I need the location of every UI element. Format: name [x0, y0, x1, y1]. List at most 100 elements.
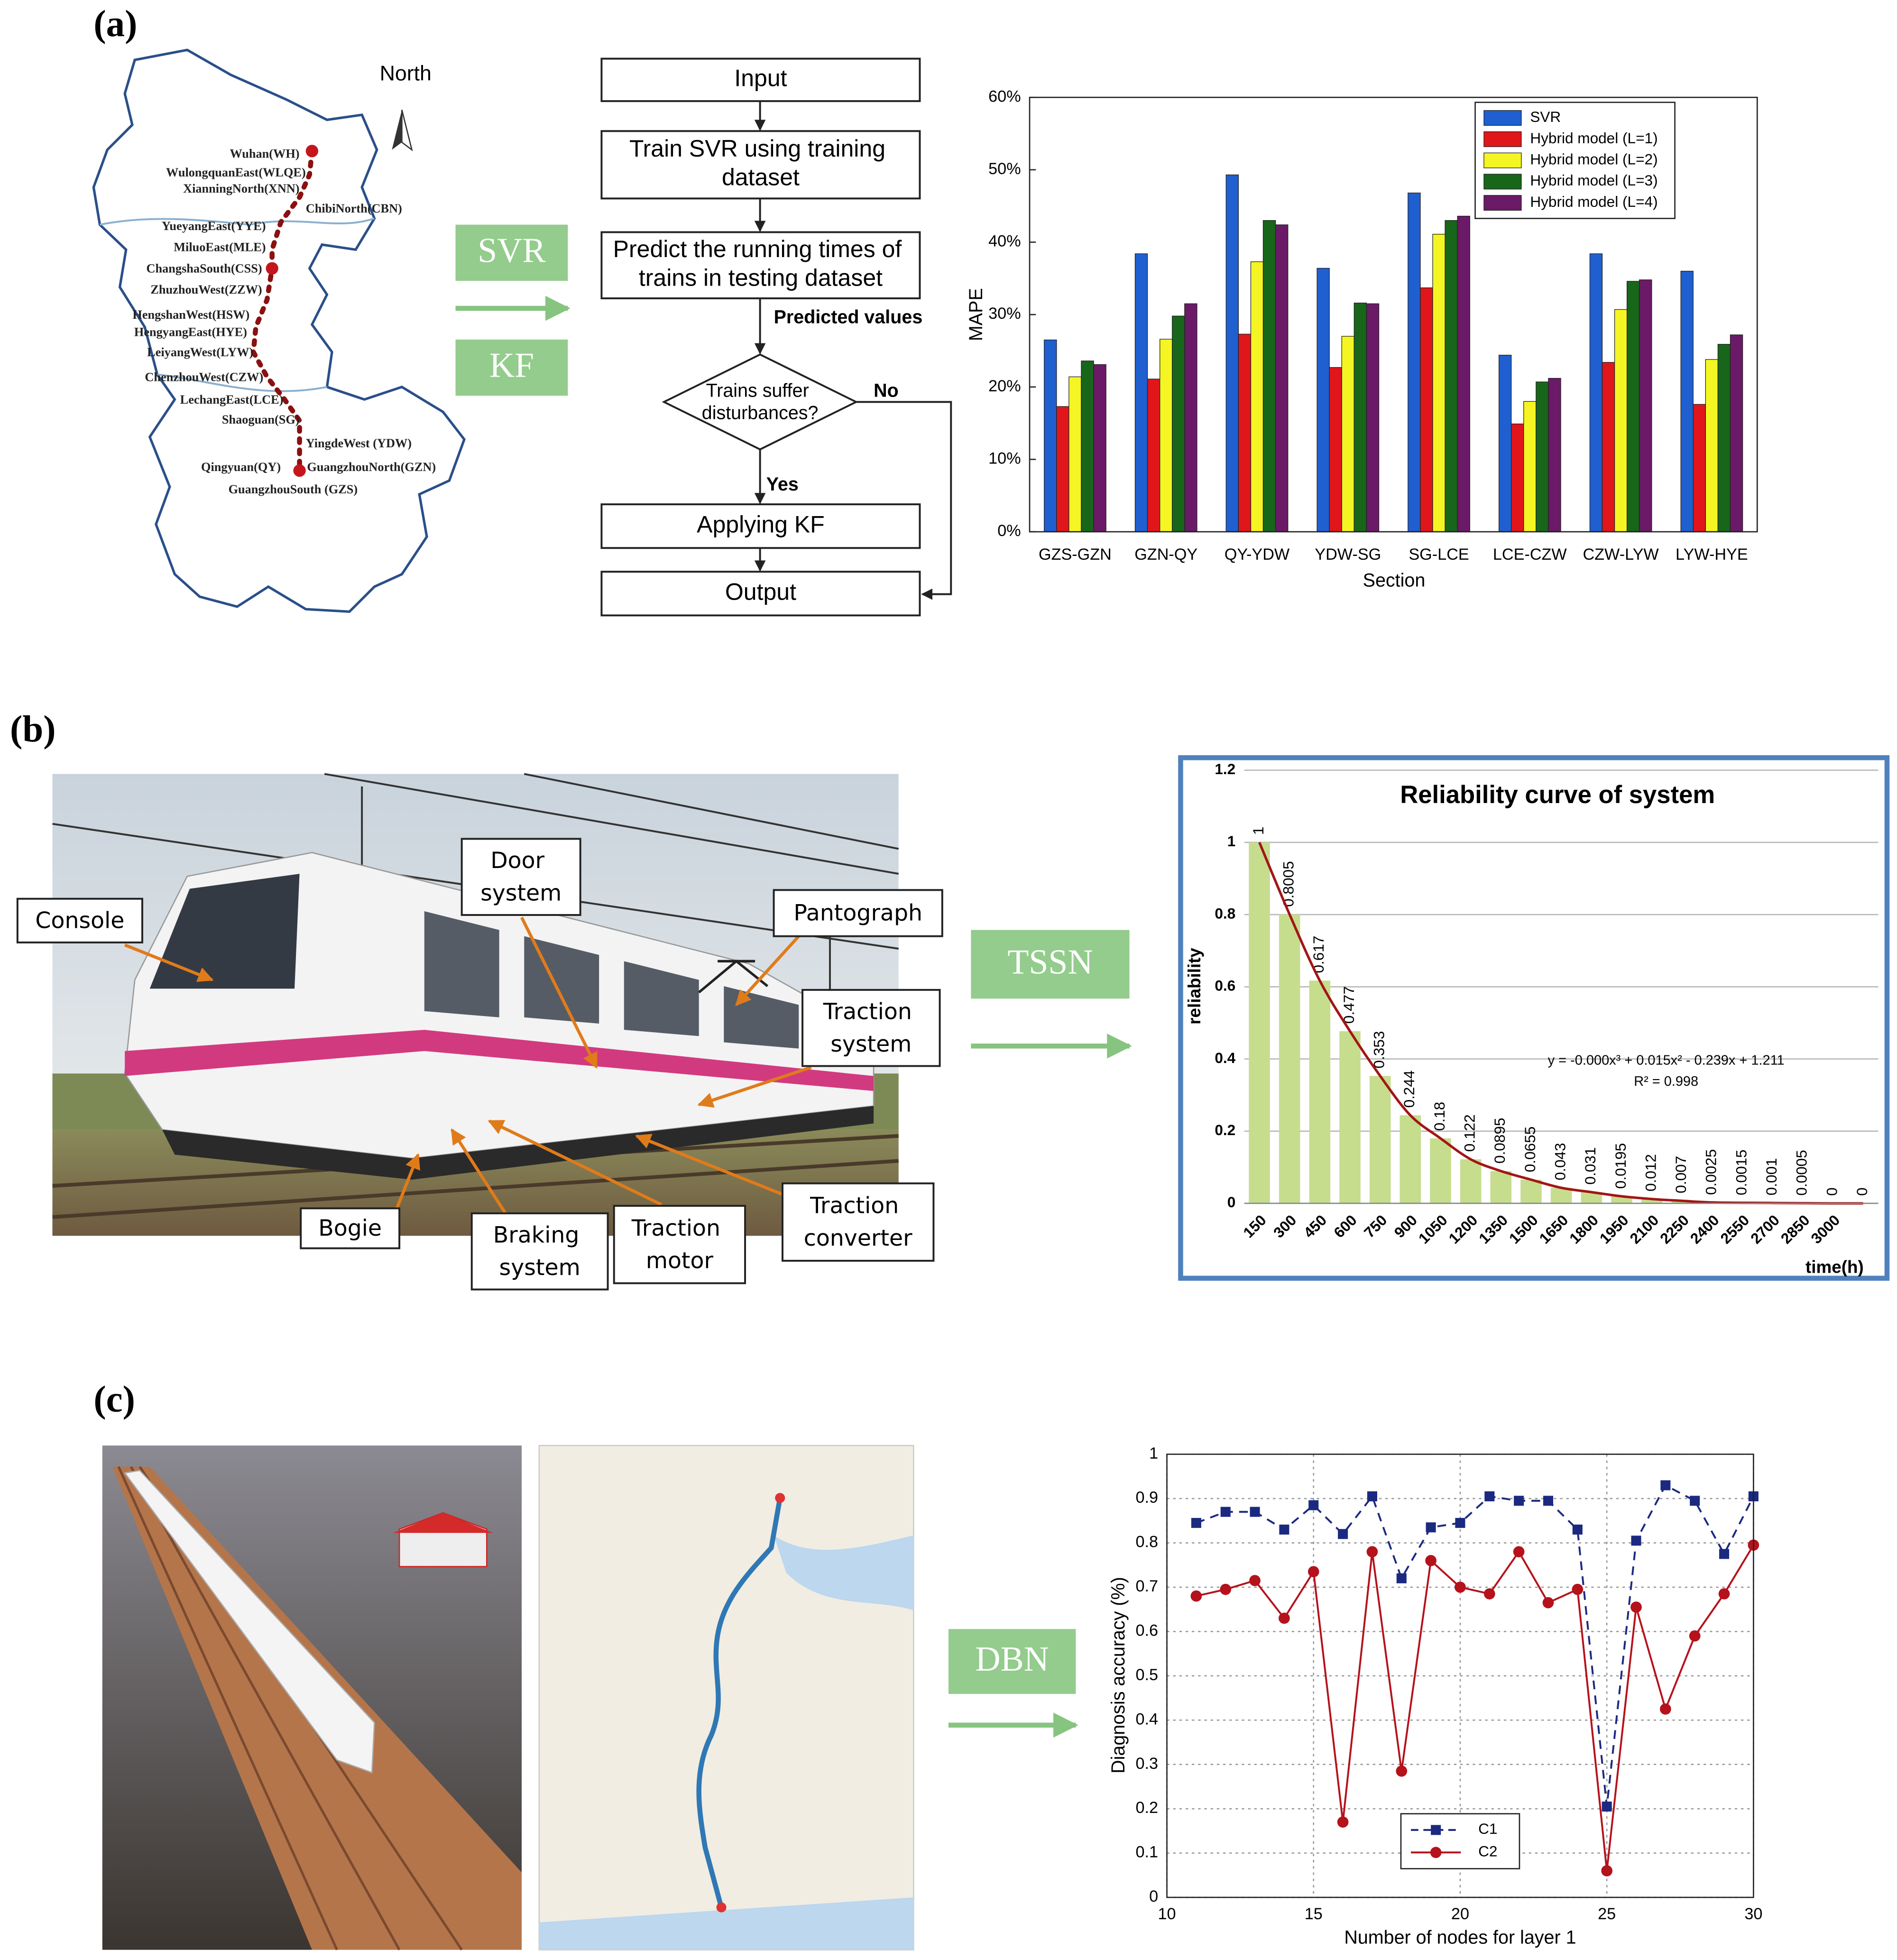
legend-swatch — [1483, 131, 1522, 147]
x-tick-label: GZS-GZN — [1039, 545, 1112, 564]
y-tick-label: 0.6 — [1215, 977, 1235, 994]
bar — [1445, 220, 1458, 532]
text-line: system — [480, 880, 562, 906]
bar — [1671, 1201, 1693, 1203]
point — [1601, 1865, 1612, 1877]
railway-route — [250, 148, 315, 473]
text-line: Braking — [493, 1222, 587, 1248]
map-pin — [716, 1902, 727, 1913]
major-station — [266, 262, 278, 275]
station-label: YueyangEast(YYE) — [162, 219, 266, 233]
data-label: 0.122 — [1461, 1114, 1478, 1152]
data-label: 0.353 — [1370, 1031, 1387, 1068]
y-tick-label: 0.6 — [1136, 1622, 1159, 1640]
plot-frame — [1029, 96, 1758, 533]
text-line: Traction — [631, 1215, 727, 1241]
flow-box — [600, 571, 921, 617]
point — [1249, 1575, 1261, 1586]
flow-arrow — [856, 401, 952, 600]
callout-arrow — [450, 1128, 507, 1214]
legend-box — [1400, 1813, 1520, 1869]
bar — [1317, 268, 1330, 532]
x-tick-label: SG-LCE — [1409, 545, 1469, 564]
y-tick-label: 0.1 — [1136, 1843, 1159, 1861]
flow-box — [600, 503, 921, 549]
bar — [1602, 362, 1615, 532]
legend-label: SVR — [1530, 108, 1561, 125]
point — [1366, 1546, 1378, 1558]
flow-node-label: Trains suffer disturbances? — [702, 380, 819, 424]
method-box — [455, 224, 568, 281]
bar — [1536, 381, 1549, 532]
bar — [1581, 1192, 1602, 1203]
x-axis-title: Number of nodes for layer 1 — [1344, 1927, 1576, 1948]
y-tick-label: 0.2 — [1215, 1121, 1235, 1138]
point — [1396, 1765, 1408, 1777]
data-label: 0.0025 — [1703, 1149, 1720, 1195]
data-label: 1 — [1250, 827, 1267, 835]
callout-arrow — [697, 1065, 812, 1108]
text-line: Predict the running times of — [613, 236, 909, 262]
y-tick-label: 40% — [988, 232, 1021, 250]
callout-label: Traction converter — [804, 1193, 912, 1251]
point — [1483, 1588, 1495, 1599]
map-route — [696, 1497, 783, 1908]
y-axis-title: reliability — [1185, 948, 1204, 1025]
flow-edge-label: No — [874, 380, 899, 401]
station-label: LeiyangWest(LYW) — [147, 345, 253, 359]
text-line: Traction — [823, 999, 919, 1025]
point — [1396, 1573, 1407, 1583]
y-tick-label: 0.8 — [1215, 905, 1235, 922]
data-label: 0.043 — [1551, 1143, 1568, 1180]
text-line: Door — [490, 848, 552, 874]
bar — [1366, 303, 1380, 532]
point — [1572, 1583, 1584, 1595]
point — [1425, 1555, 1437, 1566]
point — [1660, 1480, 1671, 1490]
bar — [1498, 354, 1512, 532]
method-box — [948, 1629, 1076, 1694]
flow-node-label: Input — [734, 65, 787, 92]
y-tick-label: 0.5 — [1136, 1666, 1159, 1684]
legend-swatch — [1483, 110, 1522, 126]
legend-marker — [1431, 1825, 1441, 1835]
x-tick-label: CZW-LYW — [1583, 545, 1659, 564]
data-label: 0.477 — [1340, 986, 1357, 1024]
data-label: 0.0015 — [1732, 1149, 1750, 1195]
point — [1484, 1491, 1495, 1502]
method-box — [455, 339, 568, 396]
data-label: 0.0195 — [1612, 1143, 1629, 1189]
point — [1718, 1588, 1730, 1599]
point — [1543, 1496, 1553, 1506]
bar — [1081, 361, 1094, 532]
bar — [1420, 287, 1433, 532]
callout-label: Traction system — [823, 999, 919, 1057]
point — [1426, 1522, 1436, 1533]
y-tick-label: 0.4 — [1136, 1710, 1159, 1728]
text-line: system — [830, 1031, 912, 1057]
legend-marker — [1430, 1847, 1442, 1858]
bar — [1225, 174, 1239, 532]
bar — [1262, 220, 1276, 532]
point — [1190, 1590, 1202, 1602]
compass-arrow — [401, 110, 413, 152]
method-box — [971, 930, 1130, 999]
x-tick-label: GZN-QY — [1134, 545, 1197, 564]
callout-arrow — [488, 1119, 663, 1206]
bar — [1460, 1159, 1482, 1203]
bar — [1249, 842, 1270, 1203]
point — [1308, 1566, 1319, 1578]
compass-arrow — [392, 110, 402, 150]
y-tick-label: 1 — [1227, 832, 1236, 850]
callout-arrow — [395, 1153, 420, 1209]
x-axis-title: Section — [1363, 570, 1426, 591]
station-label: MiluoEast(MLE) — [174, 240, 266, 254]
point — [1690, 1496, 1700, 1506]
station-label: GuangzhouSouth (GZS) — [229, 482, 358, 496]
legend-swatch — [1483, 174, 1522, 190]
callout-label: Pantograph — [793, 900, 922, 926]
legend-label: Hybrid model (L=1) — [1530, 129, 1658, 147]
hs-train — [123, 1470, 375, 1774]
callout-label: Console — [35, 907, 124, 934]
bar — [1490, 1171, 1512, 1203]
